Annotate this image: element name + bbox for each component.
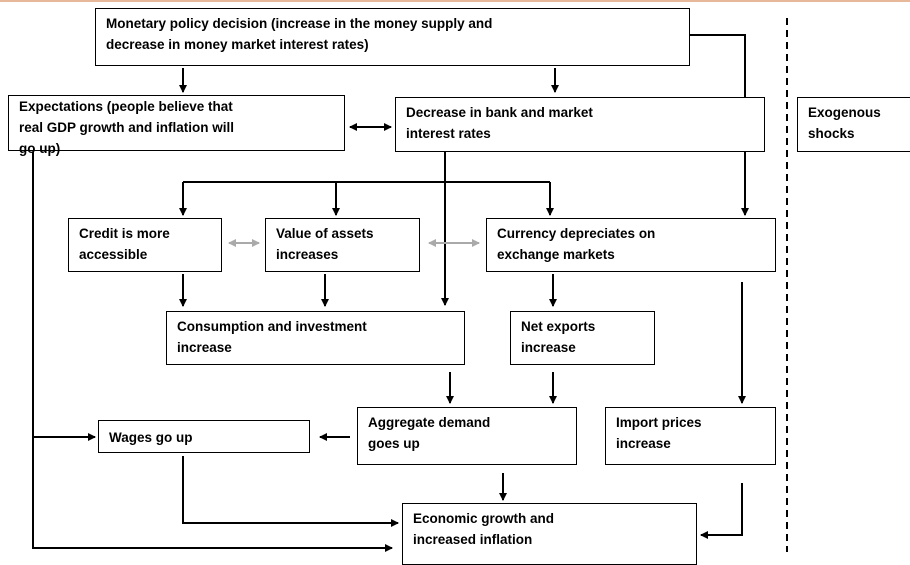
top-bar: [0, 0, 910, 2]
node-label: Import prices: [616, 415, 702, 430]
node-label: accessible: [79, 247, 148, 262]
node-label: Economic growth and: [413, 511, 555, 526]
node-label: increased inflation: [413, 532, 533, 547]
node-box: Monetary policy decision (increase in th…: [95, 8, 690, 66]
arrows: [32, 34, 749, 552]
node-box: Expectations (people believe that real GD…: [8, 95, 345, 156]
node-label: Value of assets: [276, 226, 374, 241]
node-label: increases: [276, 247, 339, 262]
node-label: Expectations (people believe that: [19, 99, 233, 114]
node-label: Credit is more: [79, 226, 170, 241]
node-box: Exogenous shocks: [797, 97, 910, 152]
node-label: Wages go up: [109, 430, 193, 445]
node-label: shocks: [808, 126, 855, 141]
node-box: Currency depreciates on exchange markets: [486, 218, 776, 272]
node-box: Credit is more accessible: [68, 218, 222, 272]
node-box: Consumption and investment increase: [166, 311, 465, 365]
node-label: real GDP growth and inflation will: [19, 120, 235, 135]
node-box: Value of assets increases: [265, 218, 420, 272]
node-label: increase: [616, 436, 671, 451]
node-box: Aggregate demand goes up: [357, 407, 577, 465]
node-label: exchange markets: [497, 247, 615, 262]
node-label: interest rates: [406, 126, 491, 141]
node-label: decrease in money market interest rates): [106, 37, 369, 52]
node-label: increase: [521, 340, 576, 355]
node-label: Decrease in bank and market: [406, 105, 593, 120]
node-box: Import prices increase: [605, 407, 776, 465]
node-label: Net exports: [521, 319, 596, 334]
node-label: Aggregate demand: [368, 415, 491, 430]
node-label: goes up: [368, 436, 420, 451]
node-box: Net exports increase: [510, 311, 655, 365]
node-label: Consumption and investment: [177, 319, 367, 334]
node-label: Currency depreciates on: [497, 226, 656, 241]
node-label: increase: [177, 340, 232, 355]
node-label: Exogenous: [808, 105, 881, 120]
node-box: Decrease in bank and market interest rate…: [395, 97, 765, 152]
node-label: Monetary policy decision (increase in th…: [106, 16, 493, 31]
node-box: Economic growth and increased inflation: [402, 503, 697, 565]
node-label: go up): [19, 141, 61, 156]
node-box: Wages go up: [98, 420, 310, 453]
